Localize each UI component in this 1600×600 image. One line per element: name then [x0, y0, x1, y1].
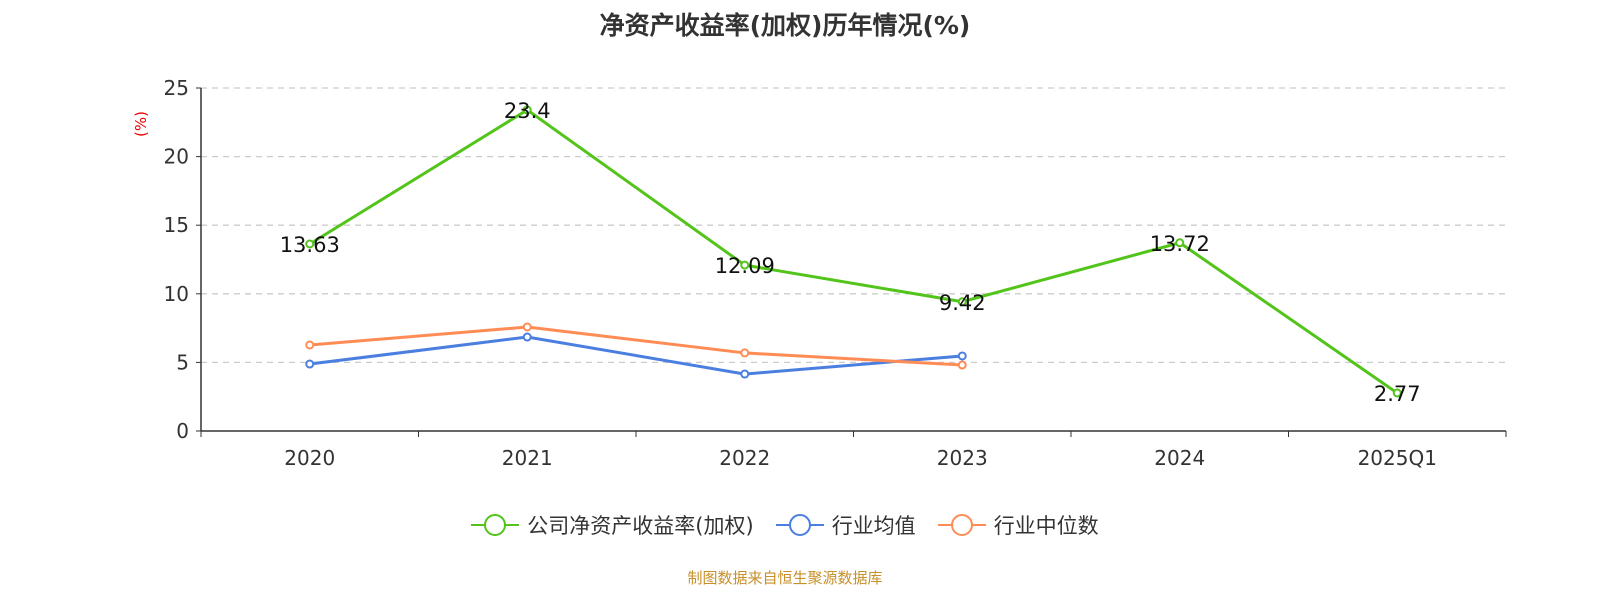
data-point	[522, 332, 532, 342]
chart-title: 净资产收益率(加权)历年情况(%)	[599, 11, 971, 40]
legend-label: 行业中位数	[993, 514, 1099, 538]
data-point	[305, 359, 315, 369]
data-point	[305, 239, 315, 249]
y-tick-label: 10	[164, 282, 189, 306]
data-point	[522, 322, 532, 332]
data-point	[740, 348, 750, 358]
y-tick-label: 20	[164, 145, 189, 169]
x-tick-label: 2023	[937, 446, 988, 470]
data-label: 13.63	[280, 233, 340, 257]
data-label: 13.72	[1150, 232, 1210, 256]
series-line-0	[308, 108, 1399, 395]
legend-item-industry-avg[interactable]: 行业均值	[775, 510, 916, 540]
legend-marker-icon	[775, 514, 824, 536]
data-point	[957, 360, 967, 370]
legend-marker-icon	[471, 514, 520, 536]
source-note: 制图数据来自恒生聚源数据库	[687, 569, 883, 587]
data-label: 12.09	[715, 254, 775, 278]
x-tick-label: 2021	[502, 446, 553, 470]
x-tick-label: 2024	[1154, 446, 1205, 470]
legend-item-industry-median[interactable]: 行业中位数	[937, 510, 1099, 540]
y-tick-label: 5	[176, 350, 189, 374]
data-point	[957, 297, 967, 307]
x-tick-label: 2025Q1	[1358, 446, 1437, 470]
y-tick-label: 15	[164, 213, 189, 237]
data-point	[305, 340, 315, 350]
y-tick-label: 0	[176, 419, 189, 443]
legend-marker-icon	[937, 514, 986, 536]
data-label: 23.4	[504, 99, 551, 123]
y-axis-label: (%)	[132, 111, 150, 137]
data-label: 9.42	[939, 291, 986, 315]
y-tick-label: 25	[164, 76, 189, 100]
data-point	[1392, 388, 1402, 398]
data-point	[740, 260, 750, 270]
data-point	[1175, 238, 1185, 248]
data-label: 2.77	[1374, 382, 1421, 406]
x-tick-label: 2020	[284, 446, 335, 470]
x-tick-label: 2022	[719, 446, 770, 470]
legend-item-company[interactable]: 公司净资产收益率(加权)	[471, 510, 754, 540]
data-point	[522, 105, 532, 115]
legend-label: 行业均值	[831, 514, 916, 538]
series-line-2	[309, 325, 963, 367]
legend: 公司净资产收益率(加权) 行业均值 行业中位数	[0, 510, 1570, 540]
series-line-1	[309, 335, 963, 376]
data-point	[740, 369, 750, 379]
data-point	[957, 351, 967, 361]
legend-label: 公司净资产收益率(加权)	[527, 514, 754, 538]
